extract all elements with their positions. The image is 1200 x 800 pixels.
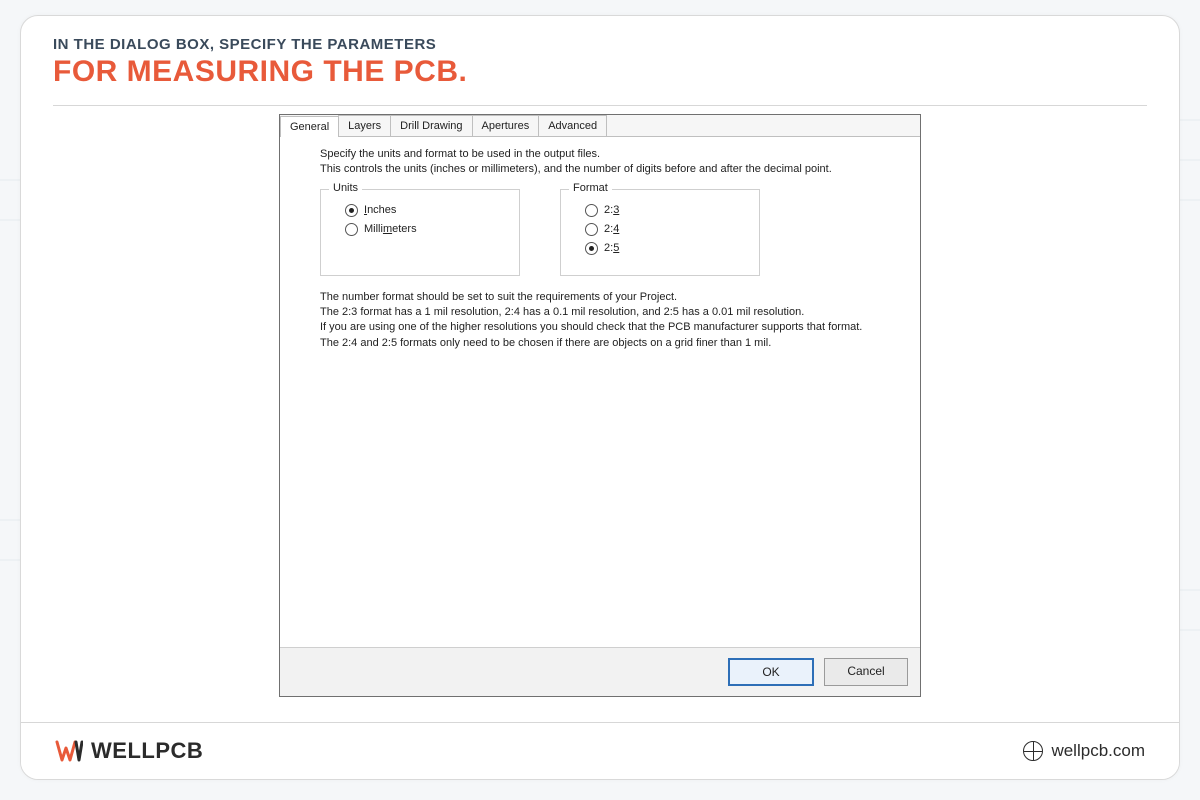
units-radio-millimeters[interactable]: Millimeters [345, 223, 505, 236]
format-groupbox: Format 2:3 2:4 2:5 [560, 189, 760, 276]
tab-layers[interactable]: Layers [338, 115, 391, 136]
brand-mark-icon [55, 740, 83, 762]
radio-label: Millimeters [364, 223, 417, 235]
settings-dialog: General Layers Drill Drawing Apertures A… [279, 114, 921, 697]
brand-logo: WELLPCB [55, 738, 203, 764]
radio-label: 2:3 [604, 204, 619, 216]
explanation-line: The 2:4 and 2:5 formats only need to be … [320, 336, 904, 351]
description-text: Specify the units and format to be used … [320, 147, 904, 177]
radio-label: 2:4 [604, 223, 619, 235]
units-groupbox: Units Inches Millimeters [320, 189, 520, 276]
tab-general-body: Specify the units and format to be used … [280, 137, 920, 647]
explanation-line: If you are using one of the higher resol… [320, 320, 904, 335]
units-group-title: Units [329, 182, 362, 194]
radio-label: 2:5 [604, 242, 619, 254]
explanation-line: The 2:3 format has a 1 mil resolution, 2… [320, 305, 904, 320]
radio-icon [585, 223, 598, 236]
explanation-text: The number format should be set to suit … [320, 290, 904, 352]
header: IN THE DIALOG BOX, SPECIFY THE PARAMETER… [21, 16, 1179, 97]
header-subtitle: IN THE DIALOG BOX, SPECIFY THE PARAMETER… [53, 36, 1147, 53]
format-group-title: Format [569, 182, 612, 194]
format-radio-2-4[interactable]: 2:4 [585, 223, 745, 236]
radio-icon [345, 204, 358, 217]
radio-label: Inches [364, 204, 396, 216]
format-radio-2-5[interactable]: 2:5 [585, 242, 745, 255]
footer: WELLPCB wellpcb.com [21, 722, 1179, 779]
radio-icon [345, 223, 358, 236]
radio-icon [585, 204, 598, 217]
description-line: Specify the units and format to be used … [320, 147, 904, 162]
header-title: FOR MEASURING THE PCB. [53, 55, 1147, 89]
description-line: This controls the units (inches or milli… [320, 162, 904, 177]
brand-name: WELLPCB [91, 738, 203, 764]
content-card: IN THE DIALOG BOX, SPECIFY THE PARAMETER… [20, 15, 1180, 780]
tab-apertures[interactable]: Apertures [472, 115, 540, 136]
explanation-line: The number format should be set to suit … [320, 290, 904, 305]
ok-button[interactable]: OK [728, 658, 814, 686]
dialog-tabstrip: General Layers Drill Drawing Apertures A… [280, 115, 920, 137]
tab-advanced[interactable]: Advanced [538, 115, 607, 136]
radio-icon [585, 242, 598, 255]
format-radio-2-3[interactable]: 2:3 [585, 204, 745, 217]
dialog-button-bar: OK Cancel [280, 647, 920, 696]
tab-general[interactable]: General [280, 116, 339, 137]
units-radio-inches[interactable]: Inches [345, 204, 505, 217]
tab-drill-drawing[interactable]: Drill Drawing [390, 115, 472, 136]
brand-site-text: wellpcb.com [1051, 741, 1145, 761]
brand-site: wellpcb.com [1023, 741, 1145, 761]
cancel-button[interactable]: Cancel [824, 658, 908, 686]
globe-icon [1023, 741, 1043, 761]
